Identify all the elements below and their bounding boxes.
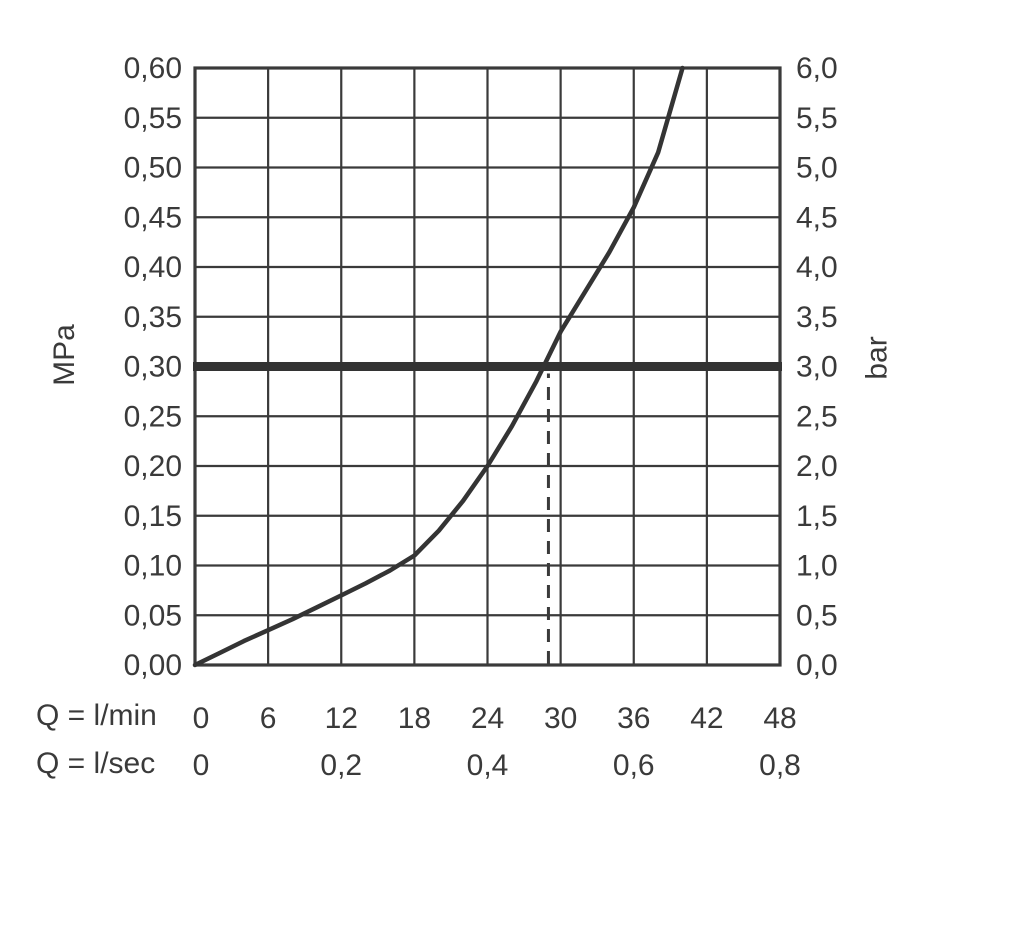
left-axis-tick-label: 0,20 bbox=[124, 450, 182, 483]
right-axis-tick-label: 4,0 bbox=[796, 251, 838, 284]
left-axis-title: MPa bbox=[47, 324, 81, 386]
x-axis-lmin-tick-label: 18 bbox=[398, 702, 431, 735]
x-axis-lmin-tick-label: 24 bbox=[471, 702, 504, 735]
left-axis-tick-label: 0,40 bbox=[124, 251, 182, 284]
x-axis-lsec-tick-label: 0 bbox=[193, 749, 210, 782]
x-axis-lsec-tick-label: 0,8 bbox=[759, 749, 801, 782]
right-axis-tick-label: 0,0 bbox=[796, 649, 838, 682]
right-axis-tick-label: 2,5 bbox=[796, 400, 838, 433]
x-axis-lmin-tick-label: 42 bbox=[690, 702, 723, 735]
left-axis-tick-label: 0,10 bbox=[124, 550, 182, 583]
left-axis-tick-label: 0,50 bbox=[124, 152, 182, 185]
right-axis-tick-label: 6,0 bbox=[796, 52, 838, 85]
x-axis-lsec-tick-label: 0,2 bbox=[320, 749, 362, 782]
x-axis-lsec-tick-label: 0,4 bbox=[467, 749, 509, 782]
right-axis-tick-label: 5,0 bbox=[796, 152, 838, 185]
left-axis-tick-label: 0,00 bbox=[124, 649, 182, 682]
flow-pressure-curve bbox=[192, 65, 685, 668]
right-axis-tick-label: 3,0 bbox=[796, 351, 838, 384]
x-axis-lmin-tick-label: 12 bbox=[325, 702, 358, 735]
right-axis-tick-label: 2,0 bbox=[796, 450, 838, 483]
left-axis-tick-label: 0,55 bbox=[124, 102, 182, 135]
x-axis-lmin-tick-label: 36 bbox=[617, 702, 650, 735]
left-axis-tick-label: 0,45 bbox=[124, 201, 182, 234]
x-axis-lmin-tick-label: 0 bbox=[193, 702, 210, 735]
x-axis-lmin-title: Q = l/min bbox=[36, 699, 157, 732]
right-axis-tick-label: 1,0 bbox=[796, 550, 838, 583]
right-axis-tick-label: 0,5 bbox=[796, 599, 838, 632]
right-axis-tick-label: 5,5 bbox=[796, 102, 838, 135]
right-axis-tick-label: 4,5 bbox=[796, 201, 838, 234]
left-axis-tick-label: 0,15 bbox=[124, 500, 182, 533]
x-axis-lmin-tick-label: 6 bbox=[260, 702, 277, 735]
x-axis-lsec-title: Q = l/sec bbox=[36, 747, 156, 780]
left-axis-tick-label: 0,25 bbox=[124, 400, 182, 433]
x-axis-lsec-tick-label: 0,6 bbox=[613, 749, 655, 782]
x-axis-lmin-tick-label: 48 bbox=[763, 702, 796, 735]
left-axis-tick-label: 0,30 bbox=[124, 351, 182, 384]
left-axis-tick-label: 0,35 bbox=[124, 301, 182, 334]
left-axis-tick-label: 0,60 bbox=[124, 52, 182, 85]
right-axis-tick-label: 3,5 bbox=[796, 301, 838, 334]
right-axis-tick-label: 1,5 bbox=[796, 500, 838, 533]
left-axis-tick-label: 0,05 bbox=[124, 599, 182, 632]
right-axis-title: bar bbox=[860, 336, 894, 380]
x-axis-lmin-tick-label: 30 bbox=[544, 702, 577, 735]
